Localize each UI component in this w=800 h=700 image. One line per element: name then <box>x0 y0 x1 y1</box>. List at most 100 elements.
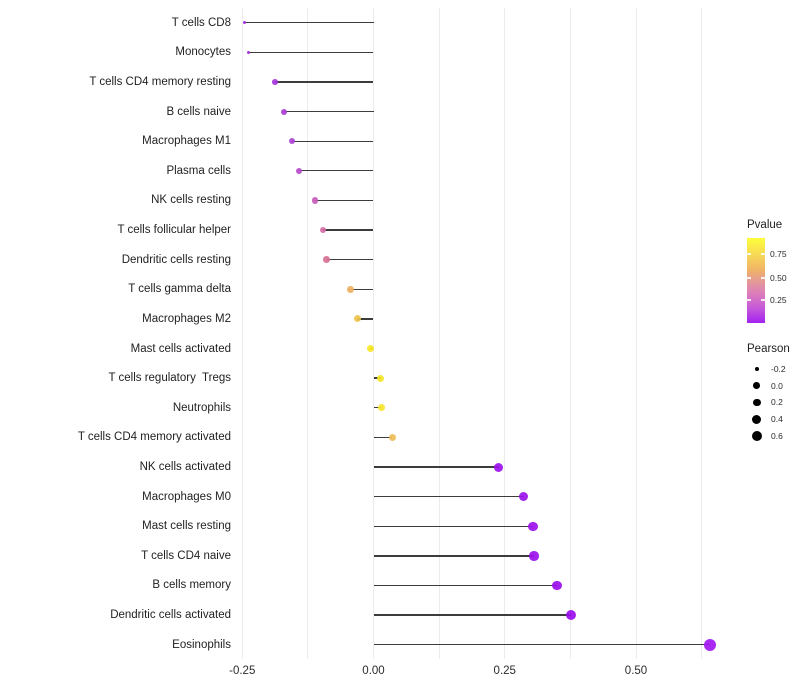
lollipop-stem <box>248 51 374 53</box>
category-label: T cells follicular helper <box>117 224 231 237</box>
gridline <box>504 8 506 659</box>
lollipop-stem <box>291 140 374 142</box>
lollipop-dot <box>311 197 319 204</box>
category-label: Mast cells resting <box>142 520 231 533</box>
colorbar-tick-label: 0.75 <box>770 248 787 259</box>
pearson-size-dot <box>752 414 762 424</box>
category-label: T cells CD4 memory activated <box>77 431 231 444</box>
lollipop-stem <box>373 495 524 498</box>
lollipop-dot <box>353 315 361 323</box>
lollipop-stem <box>373 614 571 616</box>
pvalue-legend-title: Pvalue <box>747 219 783 231</box>
colorbar-tick-mark <box>747 299 751 301</box>
lollipop-dot <box>377 404 385 412</box>
lollipop-dot <box>319 226 327 234</box>
category-label: NK cells resting <box>151 194 231 207</box>
gridline <box>438 8 440 659</box>
lollipop-dot <box>565 610 576 621</box>
x-tick-label: 0.25 <box>493 665 516 677</box>
pearson-size-label: 0.6 <box>771 430 783 441</box>
lollipop-stem <box>244 22 374 24</box>
lollipop-stem <box>326 259 374 261</box>
lollipop-stem <box>373 584 557 587</box>
lollipop-dot <box>366 345 374 353</box>
lollipop-stem <box>284 110 374 113</box>
lollipop-stem <box>274 81 374 83</box>
gridline <box>701 8 703 659</box>
x-tick-label: 0.50 <box>624 665 648 677</box>
category-label: Macrophages M0 <box>142 490 231 503</box>
gridline <box>241 8 243 659</box>
lollipop-dot <box>295 167 303 174</box>
gridline <box>307 8 309 659</box>
lollipop-dot <box>377 374 385 382</box>
lollipop-stem <box>373 644 710 646</box>
lollipop-dot <box>323 256 331 264</box>
lollipop-dot <box>272 79 278 85</box>
pearson-size-label: 0.4 <box>771 414 783 425</box>
lollipop-stem <box>373 466 499 468</box>
colorbar-tick-mark <box>761 277 765 279</box>
colorbar-tick-label: 0.25 <box>770 294 787 305</box>
lollipop-dot <box>519 491 529 502</box>
pearson-size-dot <box>754 366 759 372</box>
lollipop-stem <box>373 436 393 439</box>
category-label: Plasma cells <box>166 164 231 177</box>
category-label: Monocytes <box>175 46 231 59</box>
category-label: Mast cells activated <box>130 342 231 355</box>
category-label: B cells memory <box>152 579 231 592</box>
colorbar-tick-mark <box>761 253 765 255</box>
lollipop-stem <box>323 229 374 231</box>
pearson-size-dot <box>752 398 761 407</box>
lollipop-dot <box>494 462 504 472</box>
lollipop-stem <box>373 407 382 409</box>
lollipop-dot <box>243 21 247 25</box>
category-label: T cells CD4 memory resting <box>89 75 231 88</box>
lollipop-dot <box>703 638 716 651</box>
lollipop-dot <box>529 551 539 561</box>
category-label: T cells CD4 naive <box>141 549 231 562</box>
lollipop-dot <box>288 138 295 145</box>
lollipop-stem <box>350 288 374 290</box>
category-label: NK cells activated <box>139 461 231 473</box>
category-label: T cells regulatory Tregs <box>108 372 231 385</box>
lollipop-dot <box>281 108 288 115</box>
lollipop-dot <box>347 285 355 293</box>
lollipop-stem <box>357 318 374 320</box>
category-label: B cells naive <box>166 105 231 118</box>
lollipop-dot <box>528 521 538 531</box>
lollipop-stem <box>315 199 374 202</box>
gridline <box>635 8 637 659</box>
colorbar-tick-label: 0.50 <box>770 272 787 283</box>
lollipop-stem <box>373 377 381 379</box>
colorbar-tick-mark <box>761 299 765 301</box>
lollipop-stem <box>373 555 535 557</box>
pearson-size-label: -0.2 <box>771 364 786 374</box>
pearson-size-dot <box>751 430 762 441</box>
pvalue-colorbar <box>747 238 765 323</box>
category-label: T cells gamma delta <box>128 283 231 296</box>
lollipop-dot <box>551 580 562 591</box>
pearson-size-label: 0.2 <box>771 397 783 408</box>
category-label: Macrophages M1 <box>142 135 231 148</box>
lollipop-dot <box>246 50 251 54</box>
gridline <box>373 8 374 659</box>
category-label: Dendritic cells activated <box>110 609 231 622</box>
pearson-size-label: 0.0 <box>771 380 783 391</box>
lollipop-stem <box>373 525 534 527</box>
category-label: Neutrophils <box>172 401 231 414</box>
gridline <box>569 8 571 659</box>
pearson-legend-title: Pearson <box>747 343 790 355</box>
lollipop-stem <box>298 170 374 172</box>
lollipop-dot <box>388 433 397 442</box>
category-label: T cells CD8 <box>171 16 231 29</box>
colorbar-tick-mark <box>747 253 751 255</box>
x-tick-label: 0.00 <box>362 665 385 677</box>
category-label: Dendritic cells resting <box>121 253 231 266</box>
x-tick-label: -0.25 <box>229 665 256 677</box>
pearson-size-dot <box>753 382 761 390</box>
colorbar-tick-mark <box>747 277 751 279</box>
category-label: Eosinophils <box>172 638 231 651</box>
category-label: Macrophages M2 <box>142 312 231 325</box>
